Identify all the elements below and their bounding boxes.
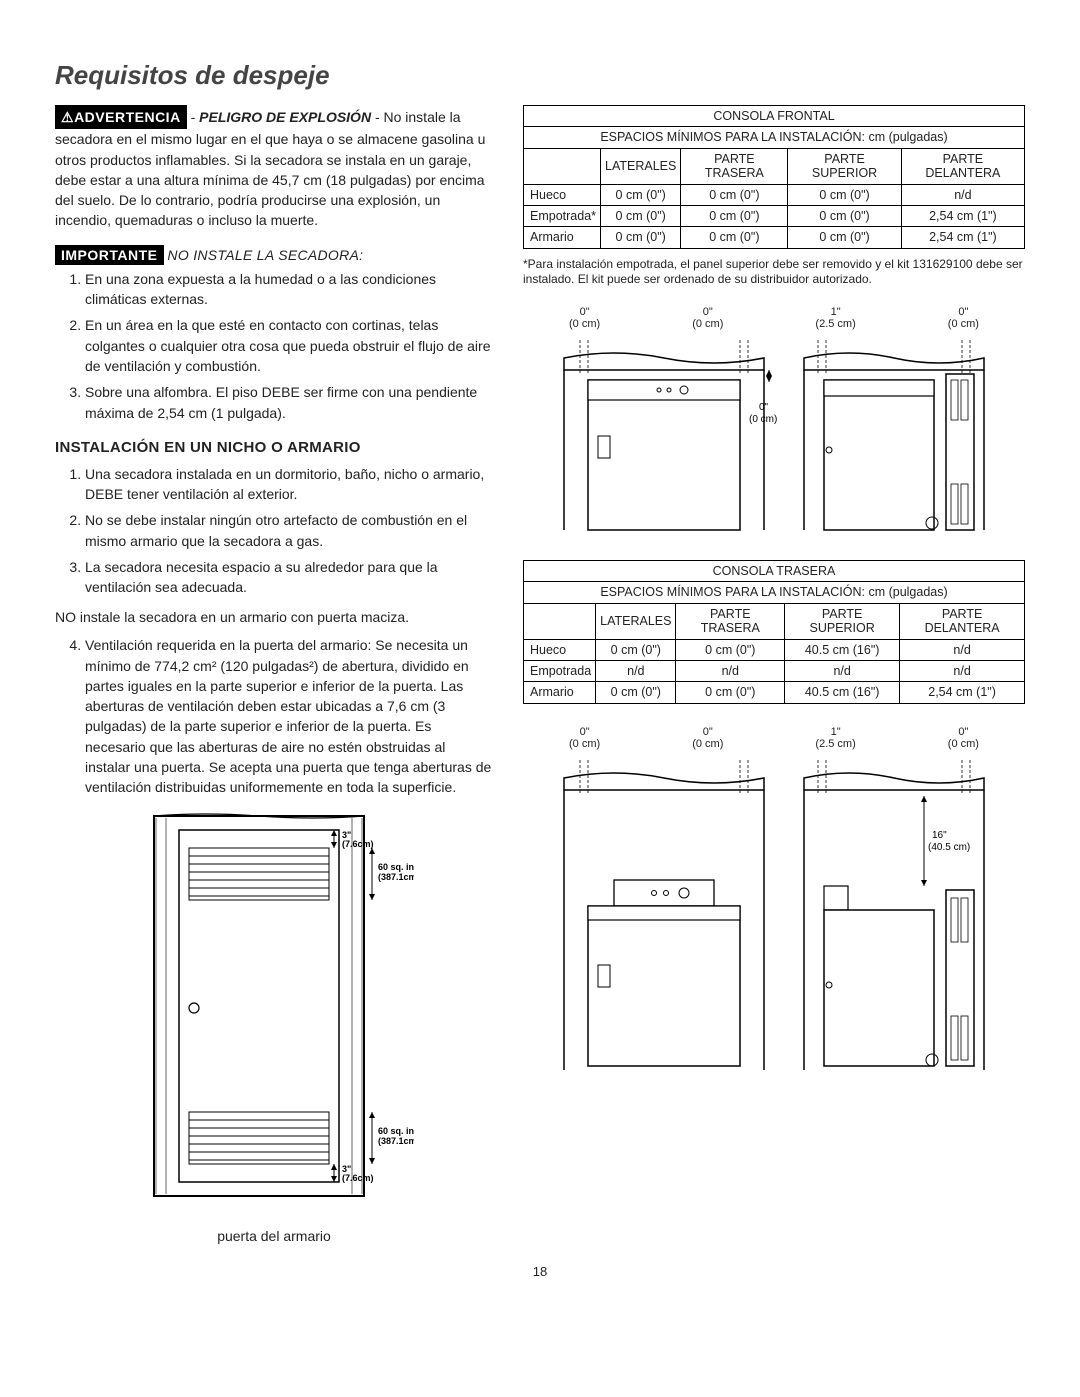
left-column: ⚠ADVERTENCIA - PELIGRO DE EXPLOSIÓN - No…	[55, 105, 493, 1244]
svg-text:0": 0"	[759, 402, 769, 413]
table-row: Hueco0 cm (0")0 cm (0")0 cm (0")n/d	[524, 184, 1025, 205]
list-item: Ventilación requerida en la puerta del a…	[85, 635, 493, 797]
warning-paragraph: ⚠ADVERTENCIA - PELIGRO DE EXPLOSIÓN - No…	[55, 105, 493, 231]
nicho-list: Una secadora instalada en un dormitorio,…	[55, 464, 493, 598]
svg-text:(40.5 cm): (40.5 cm)	[928, 842, 970, 853]
importante-line: IMPORTANTE NO INSTALE LA SECADORA:	[55, 245, 493, 265]
list-item: En un área en la que esté en contacto co…	[85, 315, 493, 376]
importante-list: En una zona expuesta a la humedad o a la…	[55, 269, 493, 423]
table2-title: CONSOLA TRASERA	[524, 561, 1025, 582]
svg-text:(7.6cm): (7.6cm)	[342, 1173, 374, 1183]
page-title: Requisitos de despeje	[55, 60, 1025, 91]
frontal-diagram: 0" (0 cm)	[523, 340, 1025, 540]
table1-subtitle: ESPACIOS MÍNIMOS PARA LA INSTALACIÓN: cm…	[524, 127, 1025, 148]
table1-title: CONSOLA FRONTAL	[524, 106, 1025, 127]
warning-icon: ⚠	[61, 109, 74, 125]
svg-text:(387.1cm²): (387.1cm²)	[378, 872, 414, 882]
page-number: 18	[55, 1264, 1025, 1279]
svg-text:(387.1cm²): (387.1cm²)	[378, 1136, 414, 1146]
list-item: Sobre una alfombra. El piso DEBE ser fir…	[85, 382, 493, 423]
table2-header-row: LATERALES PARTE TRASERA PARTE SUPERIOR P…	[524, 603, 1025, 639]
right-column: CONSOLA FRONTAL ESPACIOS MÍNIMOS PARA LA…	[523, 105, 1025, 1244]
list-item: Una secadora instalada en un dormitorio,…	[85, 464, 493, 505]
nicho-list-4: Ventilación requerida en la puerta del a…	[55, 635, 493, 797]
importante-suffix: NO INSTALE LA SECADORA:	[167, 247, 363, 263]
footnote-1: *Para instalación empotrada, el panel su…	[523, 257, 1025, 288]
svg-text:60 sq. in.: 60 sq. in.	[378, 862, 414, 872]
table-row: Armario0 cm (0")0 cm (0")40.5 cm (16")2,…	[524, 682, 1025, 703]
importante-badge: IMPORTANTE	[55, 245, 164, 265]
warning-badge: ⚠ADVERTENCIA	[55, 105, 187, 129]
warning-subtitle: PELIGRO DE EXPLOSIÓN	[199, 109, 371, 125]
svg-text:(7.6cm): (7.6cm)	[342, 839, 374, 849]
closet-door-diagram: 3" (7.6cm) 60 sq. in. (387.1cm²) 60 sq. …	[55, 808, 493, 1208]
table1-header-row: LATERALES PARTE TRASERA PARTE SUPERIOR P…	[524, 148, 1025, 184]
diagram2-top-dims: 0"(0 cm) 0"(0 cm) 1"(2.5 cm) 0"(0 cm)	[523, 726, 1025, 750]
table-row: Armario0 cm (0")0 cm (0")0 cm (0")2,54 c…	[524, 227, 1025, 248]
table-frontal: CONSOLA FRONTAL ESPACIOS MÍNIMOS PARA LA…	[523, 105, 1025, 249]
table2-subtitle: ESPACIOS MÍNIMOS PARA LA INSTALACIÓN: cm…	[524, 582, 1025, 603]
no-install-line: NO instale la secadora en un armario con…	[55, 608, 493, 628]
table-row: Empotrada*0 cm (0")0 cm (0")0 cm (0")2,5…	[524, 205, 1025, 226]
table-row: Empotradan/dn/dn/dn/d	[524, 660, 1025, 681]
table-row: Hueco0 cm (0")0 cm (0")40.5 cm (16")n/d	[524, 639, 1025, 660]
svg-text:60 sq. in.: 60 sq. in.	[378, 1126, 414, 1136]
door-caption: puerta del armario	[55, 1228, 493, 1244]
section-heading: INSTALACIÓN EN UN NICHO O ARMARIO	[55, 439, 493, 456]
table-trasera: CONSOLA TRASERA ESPACIOS MÍNIMOS PARA LA…	[523, 560, 1025, 704]
svg-text:(0 cm): (0 cm)	[749, 414, 777, 425]
svg-text:16": 16"	[932, 830, 947, 841]
list-item: En una zona expuesta a la humedad o a la…	[85, 269, 493, 310]
trasera-diagram: 16" (40.5 cm)	[523, 760, 1025, 1080]
diagram1-top-dims: 0"(0 cm) 0"(0 cm) 1"(2.5 cm) 0"(0 cm)	[523, 306, 1025, 330]
list-item: No se debe instalar ningún otro artefact…	[85, 510, 493, 551]
list-item: La secadora necesita espacio a su alrede…	[85, 557, 493, 598]
